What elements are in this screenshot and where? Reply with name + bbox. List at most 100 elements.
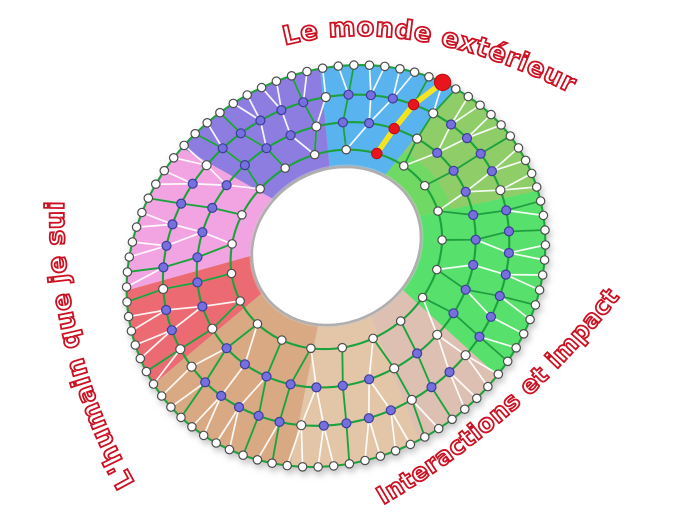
graph-node[interactable] [296, 420, 307, 431]
graph-node[interactable] [221, 343, 232, 354]
graph-node[interactable] [282, 460, 292, 471]
graph-node[interactable] [317, 63, 328, 73]
graph-node[interactable] [238, 450, 248, 460]
graph-node[interactable] [201, 160, 212, 171]
graph-node[interactable] [468, 209, 479, 221]
graph-node[interactable] [513, 143, 524, 153]
graph-node[interactable] [405, 439, 416, 450]
graph-node[interactable] [483, 381, 493, 392]
graph-node[interactable] [364, 60, 375, 70]
graph-node[interactable] [433, 206, 443, 216]
graph-node[interactable] [207, 323, 218, 334]
graph-node[interactable] [375, 451, 386, 461]
graph-node[interactable] [151, 179, 161, 189]
graph-node[interactable] [137, 207, 147, 218]
graph-node[interactable] [252, 454, 263, 465]
graph-node[interactable] [311, 382, 322, 393]
graph-node[interactable] [475, 100, 485, 110]
graph-node[interactable] [202, 118, 212, 128]
graph-node[interactable] [343, 89, 354, 100]
graph-node[interactable] [228, 98, 239, 109]
graph-node[interactable] [237, 210, 247, 220]
graph-node[interactable] [211, 438, 221, 448]
graph-node[interactable] [226, 268, 237, 279]
graph-node[interactable] [412, 348, 423, 359]
graph-node[interactable] [468, 259, 479, 270]
graph-node[interactable] [286, 71, 297, 81]
graph-node[interactable] [167, 219, 178, 230]
graph-node[interactable] [200, 377, 211, 388]
graph-node[interactable] [486, 109, 496, 120]
graph-node[interactable] [494, 290, 505, 302]
graph-node[interactable] [122, 297, 132, 307]
graph-node[interactable] [233, 402, 245, 413]
path-node-red[interactable] [407, 98, 420, 111]
graph-node[interactable] [518, 328, 529, 339]
graph-node[interactable] [417, 292, 428, 303]
graph-node[interactable] [385, 405, 396, 416]
graph-node[interactable] [159, 165, 170, 176]
graph-node[interactable] [135, 353, 146, 364]
graph-node[interactable] [337, 380, 348, 391]
graph-node[interactable] [121, 282, 132, 292]
graph-node[interactable] [179, 140, 189, 151]
graph-node[interactable] [531, 182, 542, 192]
path-node-red[interactable] [433, 73, 452, 92]
graph-node[interactable] [207, 202, 218, 213]
graph-node[interactable] [368, 333, 378, 344]
graph-node[interactable] [309, 149, 320, 160]
graph-node[interactable] [387, 93, 398, 104]
graph-node[interactable] [302, 66, 312, 77]
graph-node[interactable] [242, 90, 252, 100]
graph-node[interactable] [276, 104, 287, 116]
graph-node[interactable] [333, 61, 344, 71]
graph-node[interactable] [261, 143, 272, 154]
graph-node[interactable] [447, 414, 457, 425]
graph-node[interactable] [143, 193, 154, 203]
graph-node[interactable] [197, 227, 208, 238]
graph-node[interactable] [448, 165, 459, 176]
graph-node[interactable] [432, 147, 443, 158]
graph-node[interactable] [256, 82, 267, 93]
graph-node[interactable] [364, 374, 375, 385]
graph-node[interactable] [175, 344, 186, 355]
graph-node[interactable] [158, 262, 169, 273]
graph-node[interactable] [328, 461, 339, 471]
graph-node[interactable] [460, 186, 471, 197]
graph-node[interactable] [166, 402, 176, 412]
graph-node[interactable] [215, 107, 225, 118]
graph-node[interactable] [297, 461, 308, 472]
graph-node[interactable] [320, 91, 331, 103]
graph-node[interactable] [538, 210, 549, 221]
graph-node[interactable] [161, 304, 172, 316]
graph-node[interactable] [298, 97, 309, 108]
graph-node[interactable] [486, 166, 497, 177]
graph-node[interactable] [239, 359, 250, 370]
graph-node[interactable] [437, 235, 447, 245]
graph-node[interactable] [221, 180, 232, 191]
graph-node[interactable] [186, 361, 197, 372]
graph-node[interactable] [141, 366, 152, 377]
graph-node[interactable] [235, 296, 245, 306]
graph-node[interactable] [156, 391, 167, 401]
graph-node[interactable] [463, 91, 474, 102]
graph-node[interactable] [161, 240, 172, 251]
graph-node[interactable] [496, 120, 506, 130]
graph-node[interactable] [495, 185, 506, 196]
graph-node[interactable] [360, 455, 370, 466]
graph-node[interactable] [274, 416, 285, 427]
graph-node[interactable] [389, 363, 400, 374]
graph-node[interactable] [337, 342, 348, 353]
graph-node[interactable] [148, 379, 159, 389]
graph-node[interactable] [537, 270, 548, 280]
graph-node[interactable] [365, 90, 376, 101]
graph-node[interactable] [526, 168, 537, 179]
path-node-red[interactable] [371, 147, 383, 160]
graph-node[interactable] [198, 430, 209, 441]
path-node-red[interactable] [388, 122, 400, 135]
graph-node[interactable] [540, 240, 551, 250]
graph-node[interactable] [187, 178, 198, 189]
graph-node[interactable] [318, 420, 329, 431]
graph-node[interactable] [341, 418, 352, 429]
graph-node[interactable] [493, 369, 504, 379]
